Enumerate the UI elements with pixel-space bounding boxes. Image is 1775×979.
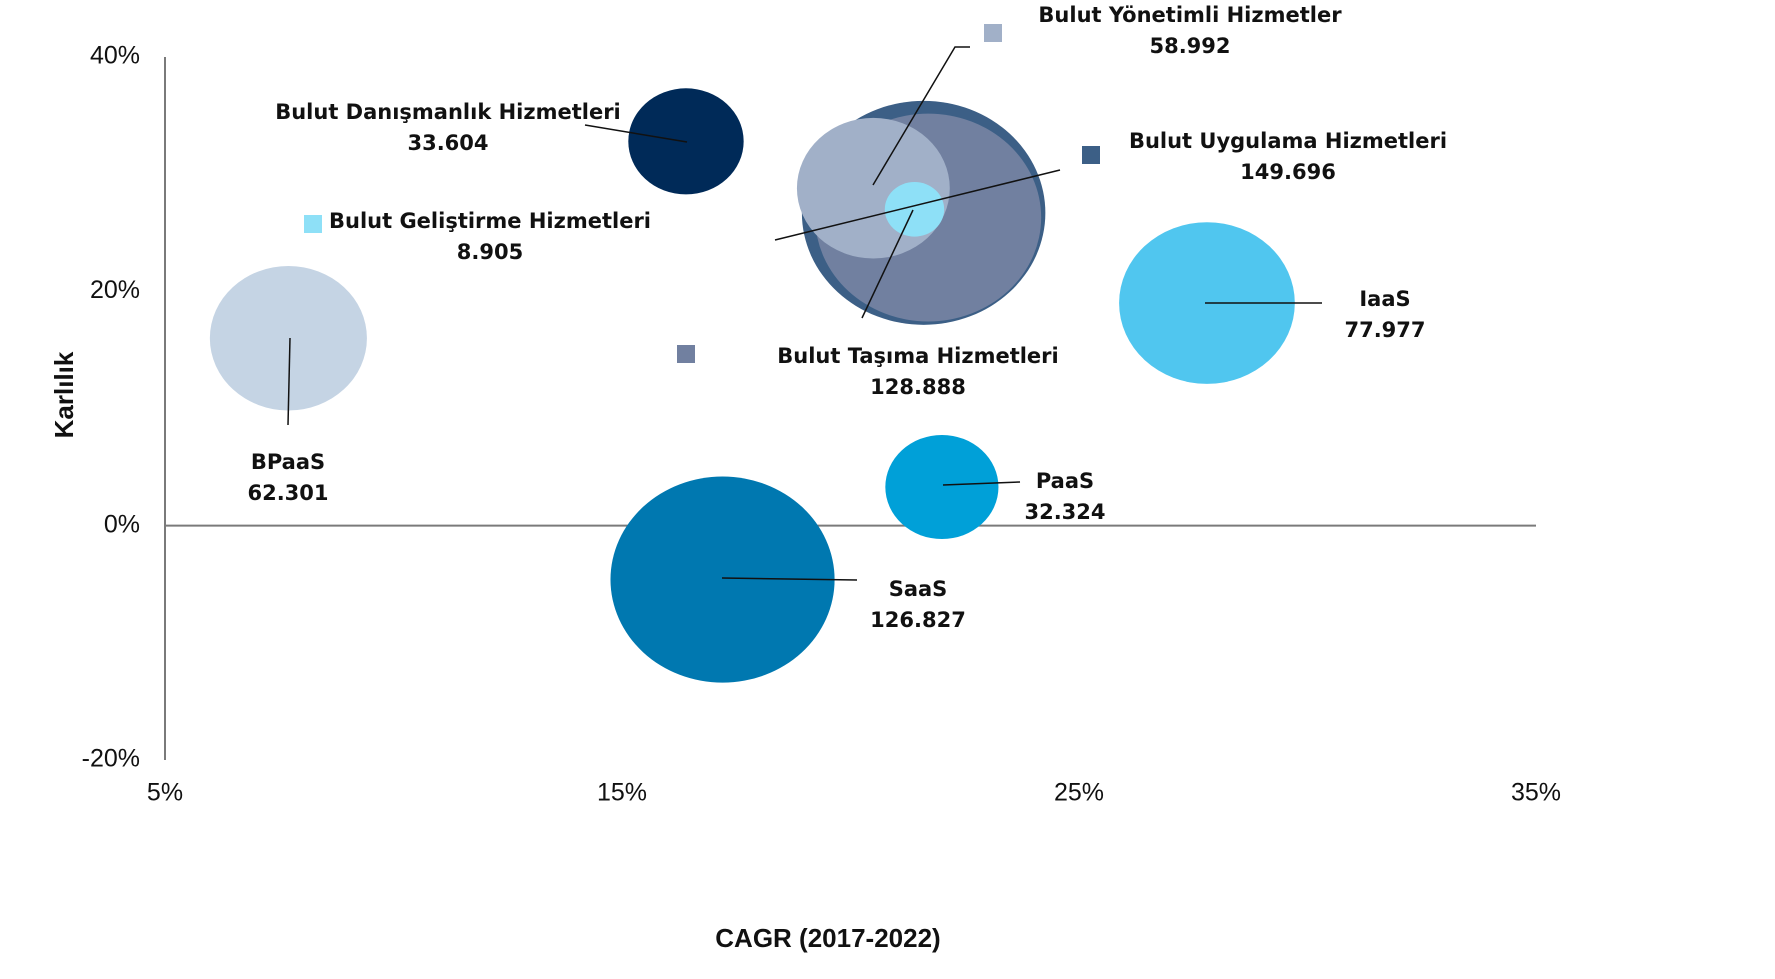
bubble-size-label: 149.696 <box>1240 160 1336 184</box>
marker-square <box>304 215 322 233</box>
bubble-size-label: 32.324 <box>1024 500 1105 524</box>
bubble-size-label: 77.977 <box>1344 318 1425 342</box>
marker-square <box>984 24 1002 42</box>
bubble-size-label: 33.604 <box>407 131 488 155</box>
leader-line <box>721 577 858 581</box>
bubble-name: PaaS <box>1036 469 1094 493</box>
bubble-name: Bulut Geliştirme Hizmetleri <box>329 209 651 233</box>
x-axis-title: CAGR (2017-2022) <box>715 923 940 953</box>
bubble <box>884 181 945 237</box>
bubble-name: BPaaS <box>251 450 325 474</box>
leader-line <box>861 209 914 319</box>
leader-line <box>774 169 1061 241</box>
x-tick-label: 15% <box>597 779 647 807</box>
leader-line <box>942 481 1021 486</box>
y-tick-label: -20% <box>82 745 140 773</box>
bubble-size-label: 8.905 <box>457 240 523 264</box>
bubble-size-label: 58.992 <box>1149 34 1230 58</box>
marker-square <box>677 345 695 363</box>
x-tick-label: 25% <box>1054 779 1104 807</box>
bubble <box>885 434 999 540</box>
y-tick-label: 0% <box>104 510 140 538</box>
bubble-name: Bulut Danışmanlık Hizmetleri <box>275 100 621 124</box>
bubble-name: Bulut Yönetimli Hizmetler <box>1038 3 1342 27</box>
bubble-name: SaaS <box>889 577 948 601</box>
bubble <box>209 265 367 411</box>
x-tick-label: 5% <box>147 779 183 807</box>
x-tick-label: 35% <box>1511 779 1561 807</box>
bubble-name: Bulut Uygulama Hizmetleri <box>1129 129 1447 153</box>
marker-square <box>1082 146 1100 164</box>
bubble <box>610 476 835 683</box>
bubble-size-label: 62.301 <box>247 481 328 505</box>
y-tick-label: 20% <box>90 276 140 304</box>
leader-line <box>287 337 291 426</box>
leader-line <box>584 124 688 143</box>
bubble-size-label: 126.827 <box>870 608 966 632</box>
bubble-name: Bulut Taşıma Hizmetleri <box>777 344 1058 368</box>
leader-line <box>872 46 970 186</box>
y-tick-label: 40% <box>90 42 140 70</box>
bubble-size-label: 128.888 <box>870 375 966 399</box>
y-axis-title: Karlılık <box>49 351 79 438</box>
bubble-name: IaaS <box>1359 287 1410 311</box>
